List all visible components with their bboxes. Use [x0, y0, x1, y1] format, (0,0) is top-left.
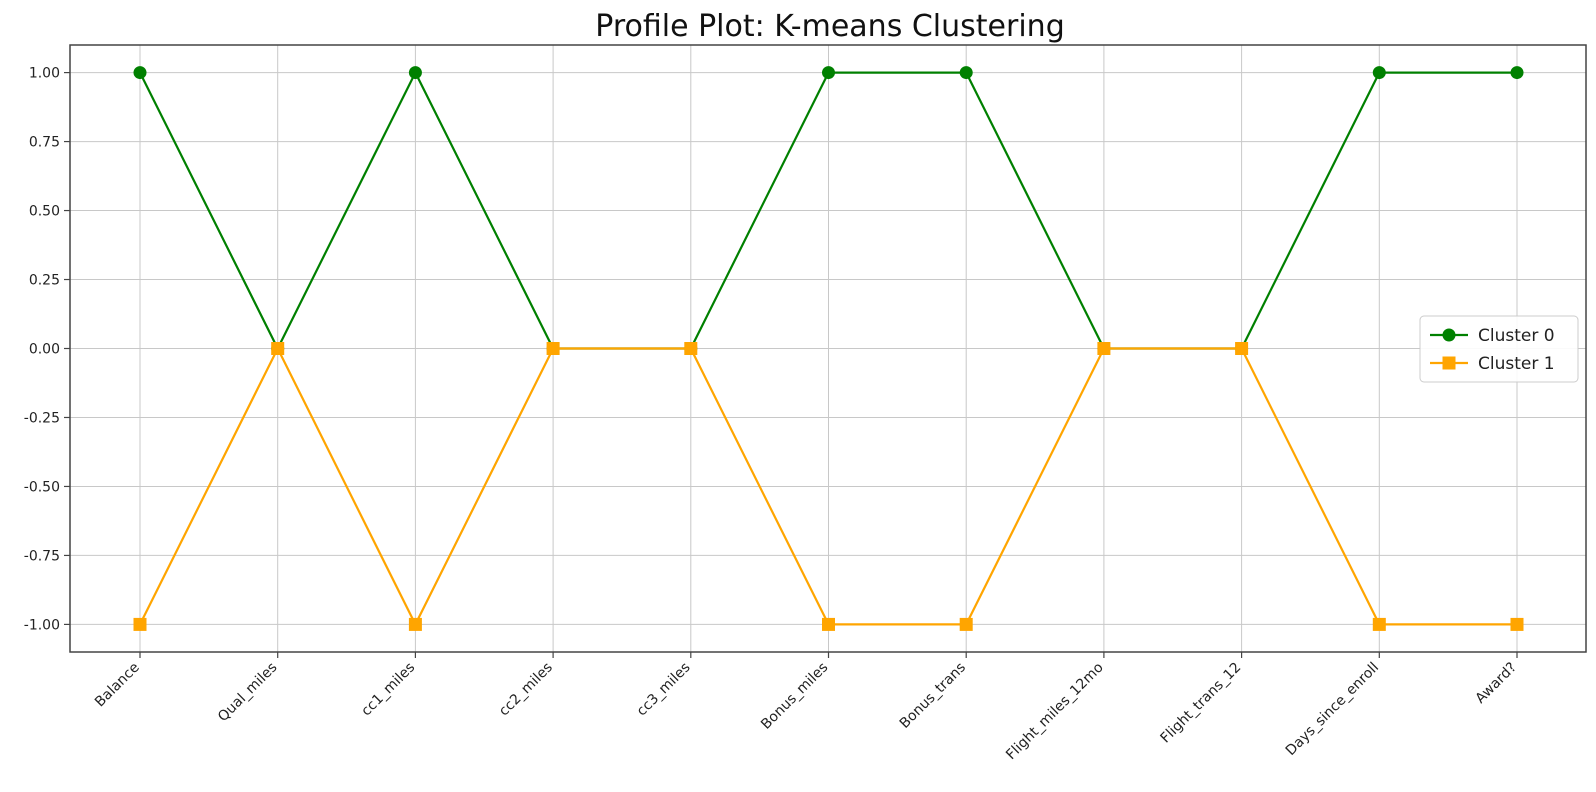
x-tick-label: Flight_trans_12 — [1158, 660, 1245, 747]
data-point — [822, 66, 835, 80]
y-tick-label: -0.75 — [24, 548, 60, 564]
x-tick-label: cc1_miles — [358, 660, 418, 720]
legend-marker — [1442, 356, 1456, 370]
data-point — [1510, 617, 1524, 631]
x-tick-label: cc2_miles — [496, 660, 556, 720]
y-tick-label: -0.50 — [24, 479, 60, 495]
x-tick-label: cc3_miles — [634, 660, 694, 720]
legend-box — [1419, 315, 1579, 383]
data-point — [822, 617, 835, 631]
legend-entry: Cluster 0 — [1430, 326, 1555, 346]
data-point — [133, 66, 147, 80]
data-point — [133, 617, 147, 631]
x-tick-label: Qual_miles — [215, 660, 281, 726]
legend-marker — [1442, 328, 1456, 342]
x-axis-ticks: Balance Qual_miles cc1_miles cc2_miles cc3_m… — [92, 652, 1520, 763]
y-tick-label: -0.25 — [24, 410, 60, 426]
data-point — [408, 66, 422, 80]
series-cluster-1 — [133, 342, 1524, 631]
x-tick-label: Award? — [1473, 660, 1520, 707]
y-tick-label: 0.00 — [29, 342, 60, 358]
chart-title: Profile Plot: K-means Clustering — [595, 9, 1064, 44]
data-point — [1510, 66, 1524, 80]
legend-label: Cluster 0 — [1478, 326, 1555, 346]
data-point — [271, 342, 285, 355]
data-point — [1372, 617, 1386, 631]
y-tick-label: 1.00 — [29, 66, 60, 82]
data-point — [1372, 66, 1386, 80]
chart-legend: Cluster 0 Cluster 1 — [1419, 315, 1579, 383]
legend-label: Cluster 1 — [1478, 354, 1555, 374]
x-tick-label: Flight_miles_12mo — [1003, 660, 1107, 764]
x-tick-label: Bonus_miles — [758, 660, 831, 733]
legend-entry: Cluster 1 — [1430, 354, 1555, 374]
grid-lines — [70, 45, 1586, 652]
x-tick-label: Balance — [92, 660, 143, 711]
x-tick-label: Days_since_enroll — [1283, 660, 1382, 759]
data-point — [1235, 342, 1249, 355]
y-tick-label: -1.00 — [24, 617, 60, 633]
x-tick-label: Bonus_trans — [897, 660, 969, 732]
data-point — [546, 342, 560, 355]
data-point — [959, 617, 973, 631]
y-axis-ticks: 1.00 0.75 0.50 0.25 0.00 -0.25 -0.50 -0.75 -1.00 — [24, 66, 70, 633]
y-tick-label: 0.25 — [29, 273, 60, 289]
data-point — [684, 342, 698, 355]
data-point — [959, 66, 973, 80]
y-tick-label: 0.75 — [29, 135, 60, 151]
data-series — [133, 66, 1524, 631]
data-point — [1097, 342, 1111, 355]
y-tick-label: 0.50 — [29, 204, 60, 220]
data-point — [408, 617, 422, 631]
